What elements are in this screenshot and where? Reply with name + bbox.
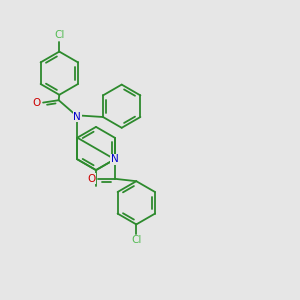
Text: Cl: Cl — [131, 236, 142, 245]
Text: O: O — [32, 98, 41, 108]
Text: Cl: Cl — [54, 31, 64, 40]
Text: N: N — [74, 112, 81, 122]
Text: N: N — [111, 154, 119, 164]
Text: O: O — [88, 174, 96, 184]
